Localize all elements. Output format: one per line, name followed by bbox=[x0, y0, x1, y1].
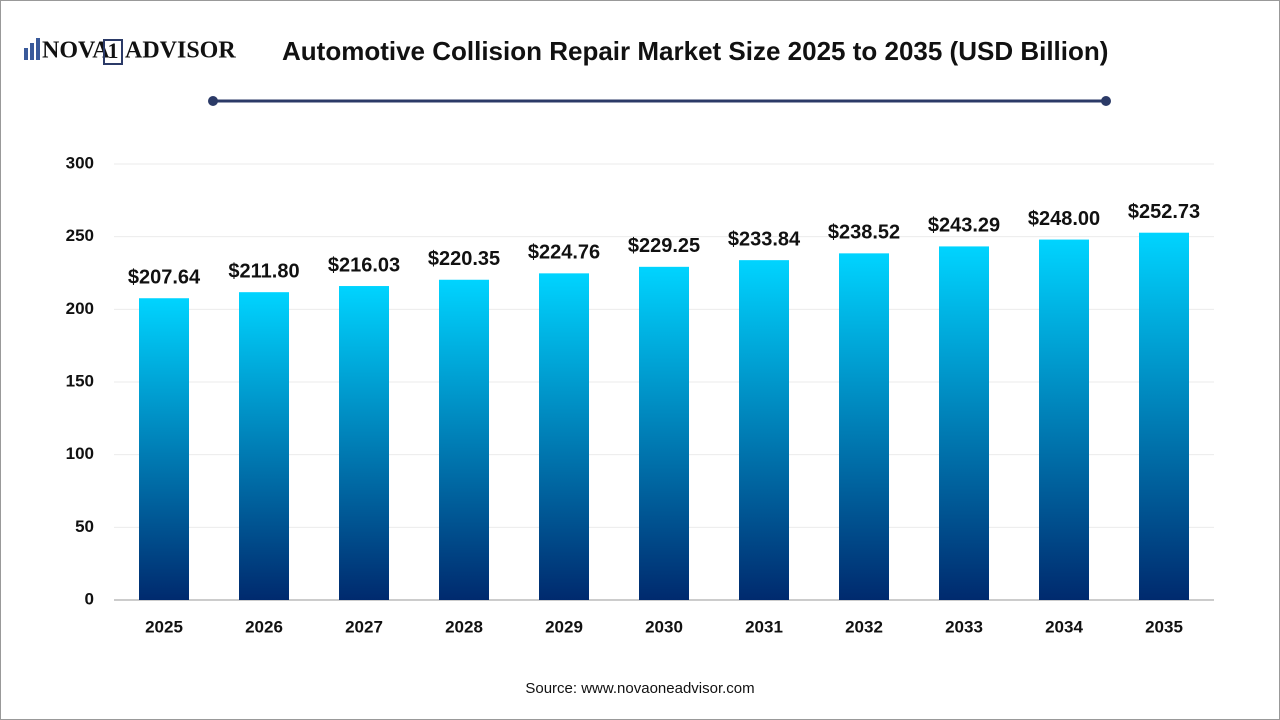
x-tick-label: 2026 bbox=[245, 617, 283, 636]
bar bbox=[539, 273, 589, 600]
bar bbox=[139, 298, 189, 600]
logo-text: ADVISOR bbox=[125, 38, 236, 64]
value-label: $220.35 bbox=[428, 248, 500, 270]
logo-icon bbox=[30, 43, 34, 60]
value-label: $248.00 bbox=[1028, 208, 1100, 230]
value-label: $238.52 bbox=[828, 222, 900, 244]
x-tick-label: 2031 bbox=[745, 617, 783, 636]
bar bbox=[739, 260, 789, 600]
y-tick-label: 50 bbox=[75, 517, 94, 536]
y-tick-label: 0 bbox=[85, 589, 94, 608]
x-tick-label: 2035 bbox=[1145, 617, 1183, 636]
bar bbox=[439, 279, 489, 600]
logo-text: 1 bbox=[108, 38, 119, 63]
y-tick-label: 150 bbox=[66, 371, 94, 390]
x-tick-label: 2025 bbox=[145, 617, 183, 636]
value-label: $207.64 bbox=[128, 267, 201, 289]
bar bbox=[339, 286, 389, 600]
x-tick-label: 2028 bbox=[445, 617, 483, 636]
bar bbox=[1039, 239, 1089, 600]
value-label: $252.73 bbox=[1128, 201, 1200, 223]
logo-icon bbox=[36, 38, 40, 60]
value-label: $229.25 bbox=[628, 235, 700, 257]
rule-dot bbox=[208, 96, 218, 106]
source: Source: www.novaoneadvisor.com bbox=[525, 680, 754, 697]
bar bbox=[239, 292, 289, 600]
value-label: $243.29 bbox=[928, 215, 1000, 237]
chart-title: Automotive Collision Repair Market Size … bbox=[282, 36, 1108, 66]
bar bbox=[1139, 232, 1189, 600]
x-tick-label: 2033 bbox=[945, 617, 983, 636]
logo-text: NOVA bbox=[42, 38, 110, 64]
logo: NOVA 1 ADVISOR bbox=[24, 38, 236, 65]
x-tick-label: 2032 bbox=[845, 617, 883, 636]
value-label: $233.84 bbox=[728, 228, 801, 250]
value-label: $216.03 bbox=[328, 254, 400, 276]
x-tick-label: 2034 bbox=[1045, 617, 1083, 636]
y-tick-label: 300 bbox=[66, 153, 94, 172]
x-tick-label: 2027 bbox=[345, 617, 383, 636]
bar bbox=[839, 253, 889, 600]
y-tick-label: 100 bbox=[66, 444, 94, 463]
x-tick-label: 2029 bbox=[545, 617, 583, 636]
logo-box bbox=[103, 39, 123, 65]
value-label: $224.76 bbox=[528, 242, 600, 264]
y-tick-label: 250 bbox=[66, 226, 94, 245]
bar bbox=[939, 246, 989, 601]
rule-dot bbox=[1101, 96, 1111, 106]
y-tick-label: 200 bbox=[66, 299, 94, 318]
x-tick-label: 2030 bbox=[645, 617, 683, 636]
value-label: $211.80 bbox=[228, 260, 299, 282]
bar bbox=[639, 266, 689, 600]
logo-icon bbox=[24, 48, 28, 60]
